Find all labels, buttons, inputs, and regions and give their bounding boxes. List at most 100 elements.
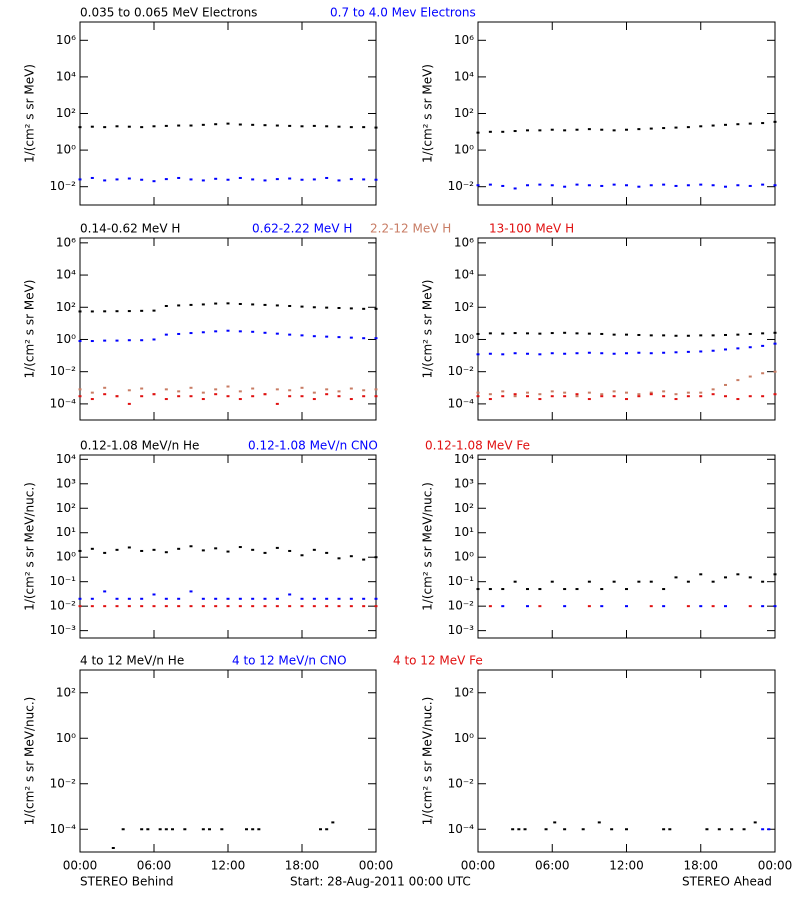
y-tick-label: 10⁻¹ [50,574,77,588]
y-tick-label: 10⁰ [454,731,474,745]
data-point [312,124,316,127]
data-point [164,597,168,600]
y-tick-label: 10⁰ [56,143,76,157]
data-point [140,605,144,608]
data-point [501,390,505,393]
data-point [476,131,480,134]
data-point [201,179,205,182]
data-point [325,335,329,338]
data-point [312,398,316,401]
data-point [686,334,690,337]
data-point [140,339,144,342]
plot-frame [477,669,776,853]
data-point [201,398,205,401]
data-point [127,597,131,600]
data-point [736,333,740,336]
data-point [337,336,341,339]
data-point [189,124,193,127]
data-point [325,605,329,608]
y-tick-label: 10⁰ [56,332,76,346]
data-point [761,605,765,608]
data-point [337,179,341,182]
data-point [325,828,329,831]
y-tick-label: 10² [56,501,76,515]
y-tick-label: 10⁰ [454,550,474,564]
data-point [649,393,653,396]
data-point [201,605,205,608]
y-tick-label: 10⁻² [448,364,475,378]
data-point [263,551,267,554]
data-point [513,352,517,355]
data-point [337,307,341,310]
y-tick-label: 10⁻⁴ [448,822,475,836]
data-point [550,580,554,583]
data-point [538,605,542,608]
data-point [245,828,248,831]
plot-frame [79,21,377,206]
data-point [238,546,242,549]
data-point [214,123,218,126]
data-point [748,395,752,398]
data-point [201,123,205,126]
data-point [183,828,187,831]
data-point [251,605,255,608]
data-point [699,334,703,337]
data-point [312,605,316,608]
y-tick-label: 10¹ [56,525,76,539]
y-tick-label: 10⁰ [454,143,474,157]
data-point [597,821,601,824]
data-point [575,588,579,591]
x-tick-label: 18:00 [285,859,320,873]
data-point [288,593,292,596]
data-point [600,128,604,131]
data-point [488,352,492,355]
data-point [761,183,765,186]
data-point [488,183,492,186]
data-point [90,605,94,608]
data-point [275,402,279,405]
y-tick-label: 10⁴ [454,268,474,282]
data-point [152,593,156,596]
data-point [115,548,119,551]
data-point [263,605,267,608]
y-tick-label: 10⁻² [448,599,475,613]
data-point [612,580,616,583]
data-point [625,184,628,187]
data-point [103,126,107,129]
data-point [575,332,579,335]
data-point [103,179,107,182]
data-point [146,828,150,831]
data-point [257,828,261,831]
data-point [600,332,604,335]
data-point [553,821,557,824]
data-point [488,398,492,401]
data-point [312,597,316,600]
data-point [600,393,604,396]
data-point [349,555,353,558]
data-point [662,605,666,608]
data-point [201,303,205,306]
data-point [349,178,353,181]
data-point [612,390,616,393]
data-point [300,334,304,337]
data-point [748,332,752,335]
data-point [600,605,604,608]
data-point [337,557,341,560]
data-point [226,395,230,398]
y-tick-label: 10⁶ [56,33,76,47]
data-point [625,128,628,131]
data-point [674,351,678,354]
data-point [164,551,168,554]
data-point [152,548,156,551]
data-point [374,126,378,129]
data-point [374,307,378,310]
legend-entry: 0.035 to 0.065 MeV Electrons [80,6,257,20]
data-point [501,588,505,591]
y-tick-label: 10¹ [454,525,474,539]
data-point [488,393,492,396]
y-tick-label: 10⁻² [50,599,77,613]
data-point [476,184,480,187]
data-point [251,123,255,126]
data-point [238,176,242,179]
